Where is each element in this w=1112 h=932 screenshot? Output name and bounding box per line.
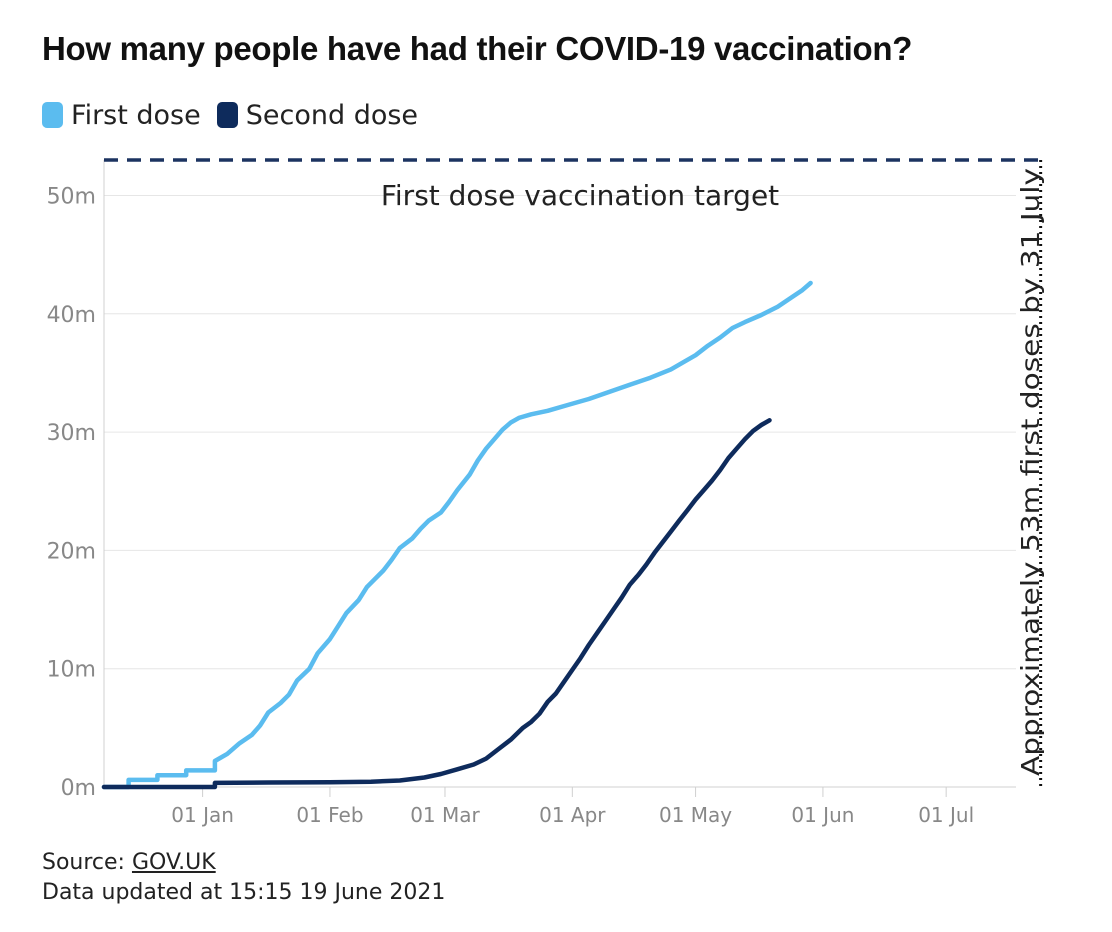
source-line: Source: GOV.UK: [42, 850, 216, 875]
x-tick-label-01-Apr: 01 Apr: [539, 803, 606, 827]
data-updated: Data updated at 15:15 19 June 2021: [42, 880, 446, 905]
x-tick-label-01-Mar: 01 Mar: [410, 803, 480, 827]
y-tick-label-20m: 20m: [47, 539, 96, 564]
y-tick-label-10m: 10m: [47, 658, 96, 683]
x-tick-label-01-Jun: 01 Jun: [791, 803, 854, 827]
source-prefix: Source:: [42, 850, 132, 875]
vertical-target-label: Approximately 53m first doses by 31 July: [1016, 168, 1045, 776]
legend-swatch-first-dose: [42, 102, 63, 128]
x-tick-label-01-May: 01 May: [659, 803, 732, 827]
x-tick-label-01-Feb: 01 Feb: [296, 803, 363, 827]
source-link[interactable]: GOV.UK: [131, 850, 216, 875]
legend: First dose Second dose: [42, 97, 434, 133]
legend-item-first-dose: First dose: [42, 100, 201, 131]
x-tick-label-01-Jul: 01 Jul: [918, 803, 974, 827]
legend-label-first-dose: First dose: [71, 99, 201, 131]
legend-item-second-dose: Second dose: [216, 99, 419, 131]
series-line-first-dose: [101, 280, 813, 790]
target-label: First dose vaccination target: [381, 179, 779, 212]
legend-swatch-second-dose: [216, 102, 238, 128]
y-tick-label-40m: 40m: [47, 303, 96, 328]
x-tick-label-01-Jan: 01 Jan: [171, 803, 234, 827]
chart-title: How many people have had their COVID-19 …: [42, 30, 913, 67]
y-tick-label-50m: 50m: [47, 184, 96, 209]
legend-label-second-dose: Second dose: [245, 99, 419, 131]
y-tick-label-30m: 30m: [47, 421, 96, 446]
series-line-second-dose: [101, 418, 772, 790]
y-tick-label-0m: 0m: [61, 776, 96, 801]
